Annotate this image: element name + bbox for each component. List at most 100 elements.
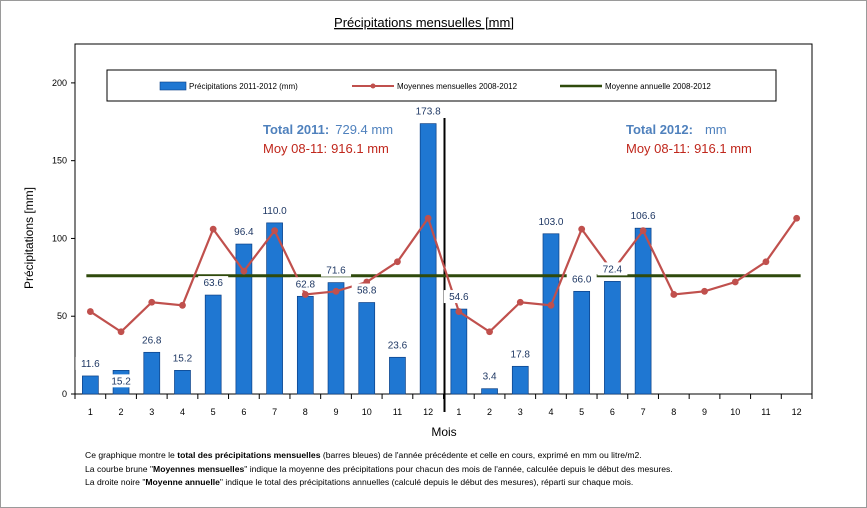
- data-label: 173.8: [416, 107, 441, 118]
- total-2012-label: Total 2012:: [626, 122, 693, 137]
- monthly-average-point: [209, 225, 217, 233]
- footnote-text: La courbe brune ": [85, 463, 154, 474]
- bar: [450, 308, 468, 395]
- data-label-bg: [167, 351, 198, 365]
- data-label: 58.8: [357, 286, 377, 297]
- bar: [481, 388, 498, 395]
- monthly-average-point: [793, 214, 801, 222]
- x-tick-label: 2: [119, 407, 124, 417]
- monthly-average-point: [701, 287, 708, 295]
- x-tick-label: 5: [579, 407, 584, 417]
- data-label-bg: [625, 209, 662, 223]
- x-tick-label: 2: [487, 407, 492, 417]
- monthly-average-point: [486, 328, 493, 336]
- monthly-average-point: [670, 291, 678, 298]
- monthly-average-point: [86, 308, 94, 315]
- monthly-average-point: [516, 298, 524, 306]
- x-tick-label: 5: [211, 407, 216, 417]
- bar: [82, 375, 99, 395]
- footnote-emphasis: Moyenne annuelle: [145, 477, 220, 487]
- legend-bar-label: Précipitations 2011-2012 (mm): [189, 82, 298, 91]
- bar: [204, 294, 222, 395]
- monthly-average-point: [547, 301, 555, 309]
- data-label: 110.0: [262, 206, 287, 217]
- footnote-emphasis: Moyennes mensuelles: [153, 463, 245, 474]
- x-tick-label: 10: [362, 407, 372, 417]
- total-2011: Total 2011: 729.4 mm: [263, 122, 393, 137]
- y-tick-label: 0: [62, 389, 67, 399]
- data-label-bg: [382, 338, 413, 352]
- bar: [389, 356, 406, 395]
- total-2011-label: Total 2011:: [263, 122, 329, 137]
- x-tick-label: 7: [641, 407, 646, 417]
- bar: [542, 233, 560, 395]
- monthly-average-point: [301, 291, 309, 298]
- bar: [419, 123, 437, 395]
- monthly-average-point: [240, 267, 248, 275]
- monthly-average-point: [578, 225, 586, 233]
- data-label: 62.8: [296, 279, 316, 290]
- moy-2011-label: Moy 08-11:: [263, 141, 327, 156]
- data-label: 11.6: [81, 359, 100, 370]
- x-tick-label: 12: [792, 407, 802, 417]
- y-tick-label: 100: [52, 233, 67, 243]
- y-tick-label: 50: [57, 311, 67, 321]
- x-tick-label: 11: [393, 407, 402, 417]
- x-tick-label: 1: [88, 407, 93, 417]
- footnote-text: La droite noire ": [85, 477, 146, 487]
- chart-title: Précipitations mensuelles [mm]: [334, 15, 514, 30]
- data-label: 23.6: [388, 340, 408, 351]
- monthly-average-point: [762, 258, 770, 266]
- total-2011-value: 729.4 mm: [335, 122, 393, 137]
- monthly-average-point: [148, 298, 156, 306]
- moy-2011: Moy 08-11: 916.1 mm: [263, 141, 389, 156]
- legend-box: [106, 69, 777, 102]
- x-tick-label: 9: [334, 407, 339, 417]
- bar: [143, 351, 161, 395]
- data-label: 15.2: [111, 376, 131, 387]
- x-tick-label: 8: [303, 407, 308, 417]
- legend-line-label: Moyennes mensuelles 2008-2012: [397, 82, 518, 91]
- monthly-average-point: [639, 227, 647, 235]
- data-label: 17.8: [511, 349, 531, 360]
- data-label-bg: [228, 225, 259, 239]
- bar: [266, 222, 283, 395]
- data-label-bg: [321, 263, 352, 277]
- footnote-text: " indique le total des précipitations an…: [219, 477, 634, 487]
- precipitation-chart: Précipitations mensuelles [mm] Précipita…: [22, 15, 813, 439]
- bar: [511, 365, 529, 395]
- footnote-text: (barres bleues) de l'année précédente et…: [320, 450, 642, 460]
- data-label: 71.6: [326, 266, 346, 277]
- monthly-average-line: [89, 215, 798, 334]
- data-label-bg: [566, 272, 597, 286]
- legend-hline-label: Moyenne annuelle 2008-2012: [605, 82, 711, 91]
- moy-2011-value: 916.1 mm: [331, 141, 389, 156]
- x-tick-label: 11: [761, 407, 770, 417]
- bar: [604, 281, 621, 395]
- data-label-bg: [410, 104, 447, 118]
- x-tick-label: 4: [548, 407, 553, 417]
- data-label: 26.8: [142, 335, 162, 346]
- x-tick-label: 8: [671, 407, 676, 417]
- legend-bar-swatch: [159, 81, 187, 91]
- data-label: 66.0: [572, 274, 592, 285]
- legend-line-marker: [370, 83, 376, 89]
- data-label-bg: [351, 283, 382, 297]
- moy-2012-label: Moy 08-11:: [626, 141, 690, 156]
- data-label: 15.2: [173, 353, 193, 364]
- footnote-line-3: La droite noire "Moyenne annuelle" indiq…: [85, 476, 855, 490]
- moy-2012-value: 916.1 mm: [694, 141, 752, 156]
- x-tick-label: 3: [518, 407, 523, 417]
- data-label-bg: [198, 276, 229, 290]
- moy-2012: Moy 08-11: 916.1 mm: [626, 141, 752, 156]
- data-label-bg: [597, 262, 628, 276]
- data-label: 54.6: [449, 292, 469, 303]
- data-label: 63.6: [203, 278, 223, 289]
- monthly-average-point: [179, 301, 186, 309]
- footnote: Ce graphique montre le total des précipi…: [85, 449, 855, 490]
- x-tick-label: 6: [610, 407, 615, 417]
- bar: [634, 227, 652, 395]
- monthly-average-point: [117, 328, 125, 336]
- bar: [174, 370, 191, 395]
